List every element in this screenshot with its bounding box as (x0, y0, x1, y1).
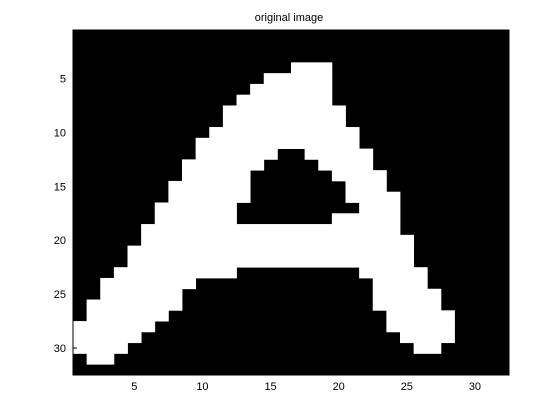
y-tick-label: 15 (54, 181, 66, 193)
pixel-run (222, 116, 346, 128)
pixel-run (359, 267, 428, 279)
pixel-run (73, 342, 128, 354)
x-tick-label: 15 (264, 381, 276, 393)
pixel-run (100, 288, 183, 300)
pixel-run (372, 299, 442, 311)
chart-title: original image (255, 12, 323, 24)
pixel-run (331, 170, 387, 182)
x-axis: 5 10 15 20 25 30 (131, 30, 481, 393)
pixel-run (195, 148, 278, 160)
y-tick-label: 20 (54, 235, 66, 247)
y-axis: 5 10 15 20 25 30 (54, 74, 509, 355)
pixel-run (73, 321, 156, 333)
pixel-run (113, 267, 237, 279)
pixel-run (359, 202, 401, 214)
pixel-run (182, 170, 251, 182)
pixel-run (154, 213, 237, 225)
image-pixels (73, 62, 455, 365)
pixel-run (236, 94, 333, 106)
x-tick-label: 5 (131, 381, 137, 393)
pixel-run (127, 256, 415, 268)
pixel-run (400, 331, 455, 344)
pixel-run (386, 310, 455, 322)
pixel-run (318, 159, 374, 171)
pixel-run (154, 202, 237, 214)
pixel-run (182, 159, 265, 171)
y-tick-label: 5 (60, 74, 66, 86)
pixel-run (100, 277, 197, 290)
pixel-run (127, 245, 415, 257)
pixel-run (386, 321, 455, 333)
y-tick-label: 30 (54, 343, 66, 355)
pixel-run (413, 342, 442, 354)
pixel-run (86, 310, 169, 322)
pixel-run (345, 191, 401, 203)
pixel-run (345, 180, 387, 193)
x-tick-label: 20 (333, 381, 345, 393)
pixel-run (209, 127, 360, 139)
pixel-run (73, 331, 142, 344)
pixel-run (141, 224, 401, 236)
pixel-run (195, 137, 360, 149)
pixel-run (250, 83, 333, 96)
axes-frame (72, 29, 510, 376)
x-tick-label: 25 (401, 381, 413, 393)
pixel-run (86, 353, 115, 365)
pixel-run (372, 288, 442, 300)
pixel-run (222, 105, 346, 117)
y-tick-label: 10 (54, 127, 66, 139)
pixel-run (291, 62, 333, 74)
x-tick-label: 10 (196, 381, 208, 393)
pixel-run (372, 277, 428, 290)
axes: 5 10 15 20 25 30 5 10 15 20 25 30 (54, 29, 510, 393)
pixel-run (304, 148, 374, 160)
x-tick-label: 30 (469, 381, 481, 393)
pixel-run (263, 73, 333, 85)
pixel-run (86, 299, 183, 311)
pixel-run (141, 234, 415, 247)
y-tick-label: 25 (54, 289, 66, 301)
pixel-run (331, 213, 401, 225)
pixel-run (168, 191, 251, 203)
pixel-run (168, 180, 251, 193)
